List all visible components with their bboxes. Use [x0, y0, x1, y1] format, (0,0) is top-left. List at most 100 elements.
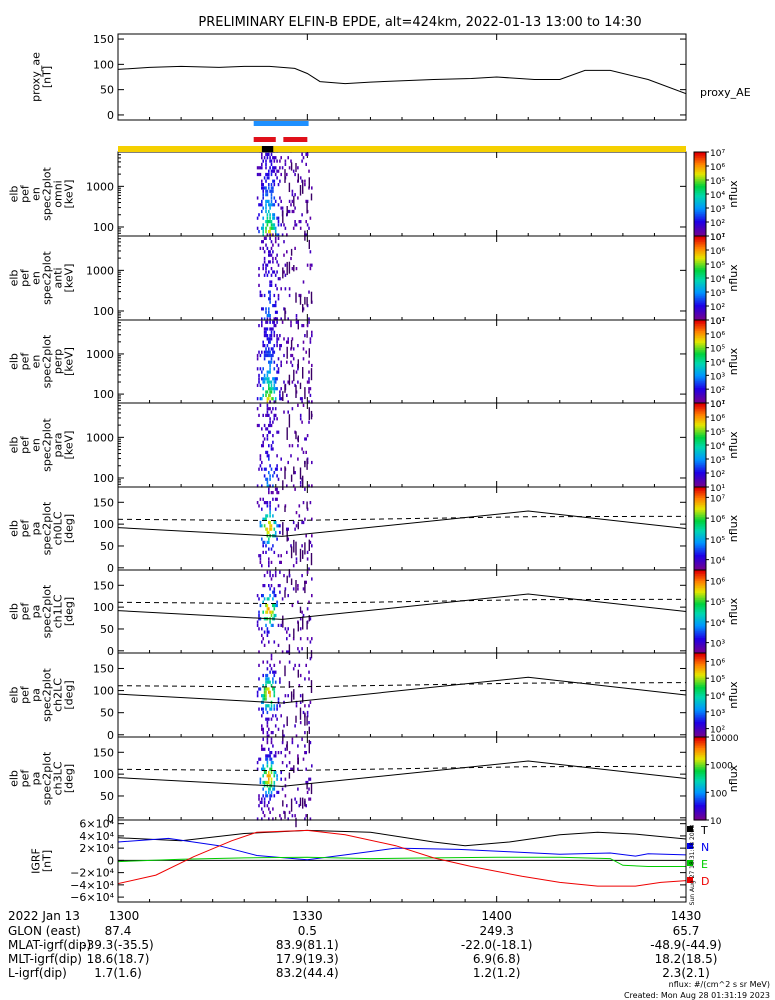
heatmap-cell	[291, 199, 294, 203]
heatmap-cell	[281, 320, 284, 324]
colorbar-step	[694, 239, 706, 242]
science-zone-bars	[118, 121, 686, 152]
heatmap-cell	[272, 320, 274, 324]
heatmap-cell	[266, 501, 269, 505]
colorbar-step	[694, 441, 706, 444]
heatmap-cell	[268, 640, 270, 644]
heatmap-cell	[263, 256, 266, 261]
heatmap-cell	[273, 640, 276, 644]
heatmap-cell	[258, 617, 260, 621]
heatmap-cell	[304, 179, 306, 183]
colorbar-step	[694, 244, 706, 248]
colorbar-step	[694, 693, 706, 696]
colorbar-step	[694, 397, 706, 401]
heatmap-cell	[274, 273, 277, 277]
heatmap-cell	[294, 206, 296, 210]
heatmap-cell	[284, 287, 287, 291]
heatmap-streak	[290, 798, 293, 812]
heatmap-cell	[298, 804, 301, 808]
colorbar-step	[694, 554, 706, 557]
heatmap-cell	[277, 790, 280, 794]
heatmap-cell	[276, 537, 278, 541]
heatmap-cell	[268, 199, 270, 203]
colorbar-step	[694, 570, 706, 573]
heatmap-cell	[262, 731, 264, 735]
heatmap-cell	[265, 320, 267, 324]
heatmap-cell	[262, 764, 264, 768]
heatmap-cell	[269, 370, 271, 374]
heatmap-cell	[299, 694, 302, 698]
heatmap-cell	[270, 731, 273, 735]
heatmap-cell	[263, 327, 266, 331]
heatmap-cell	[273, 159, 276, 163]
colorbar-step	[694, 674, 706, 677]
heatmap-cell	[305, 162, 307, 166]
heatmap-cell	[283, 223, 285, 227]
colorbar-step	[694, 265, 706, 269]
heatmap-cell	[277, 293, 280, 298]
colorbar-step	[694, 176, 706, 179]
heatmap-cell	[261, 152, 263, 156]
anti-loss-cone-line	[117, 765, 687, 772]
heatmap-cell	[290, 544, 292, 548]
heatmap-cell	[273, 754, 276, 758]
colorbar-step	[694, 306, 706, 309]
heatmap-streak	[308, 726, 310, 734]
heatmap-cell	[295, 314, 298, 318]
heatmap-cell	[266, 314, 269, 318]
colorbar-step	[694, 775, 706, 778]
panel-frame	[117, 33, 687, 121]
heatmap-cell	[277, 183, 280, 187]
heatmap-cell	[273, 417, 276, 421]
heatmap-cell	[268, 407, 270, 411]
heatmap-cell	[299, 617, 302, 621]
colorbar-step	[694, 293, 706, 297]
heatmap-cell	[272, 260, 274, 264]
heatmap-cell	[268, 290, 270, 294]
heatmap-cell	[290, 324, 292, 328]
legend-swatch-E	[687, 860, 693, 866]
heatmap-cell	[280, 363, 282, 368]
heatmap-cell	[290, 159, 292, 163]
heatmap-cell	[270, 613, 273, 618]
heatmap-cell	[274, 407, 277, 411]
heatmap-cell	[304, 731, 306, 735]
colorbar-step	[694, 476, 706, 479]
heatmap-cell	[268, 471, 270, 475]
colorbar-step	[694, 195, 706, 199]
heatmap-cell	[266, 450, 269, 454]
heatmap-cell	[277, 491, 280, 495]
heatmap-cell	[263, 236, 266, 240]
colorbar-step	[694, 302, 706, 305]
heatmap-cell	[268, 430, 270, 434]
heatmap-cell	[298, 684, 301, 688]
heatmap-cell	[265, 677, 267, 681]
heatmap-cell	[270, 761, 273, 765]
colorbar-label: nflux	[727, 264, 740, 292]
colorbar-step	[694, 769, 706, 773]
colorbar-step	[694, 635, 706, 638]
y-tick-label: 100	[93, 601, 114, 614]
heatmap-cell	[274, 230, 277, 234]
heatmap-cell	[308, 600, 310, 604]
heatmap-cell	[261, 156, 263, 160]
colorbar-step	[694, 443, 706, 446]
heatmap-cell	[270, 717, 273, 721]
colorbar-tick-label: 10⁷	[710, 149, 725, 159]
heatmap-cell	[274, 317, 277, 321]
heatmap-streak	[282, 480, 284, 491]
heatmap-cell	[273, 156, 276, 160]
colorbar-step	[694, 314, 706, 318]
heatmap-cell	[269, 514, 271, 518]
colorbar-step	[694, 469, 706, 472]
heatmap-cell	[270, 444, 273, 448]
y-tick-label: 0	[107, 109, 114, 122]
heatmap-cell	[304, 744, 306, 748]
heatmap-cell	[273, 304, 276, 308]
heatmap-cell	[268, 183, 270, 187]
heatmap-cell	[266, 597, 269, 601]
heatmap-streak	[288, 182, 291, 193]
heatmap-cell	[280, 172, 282, 177]
colorbar-step	[694, 347, 706, 350]
heatmap-cell	[262, 544, 264, 548]
